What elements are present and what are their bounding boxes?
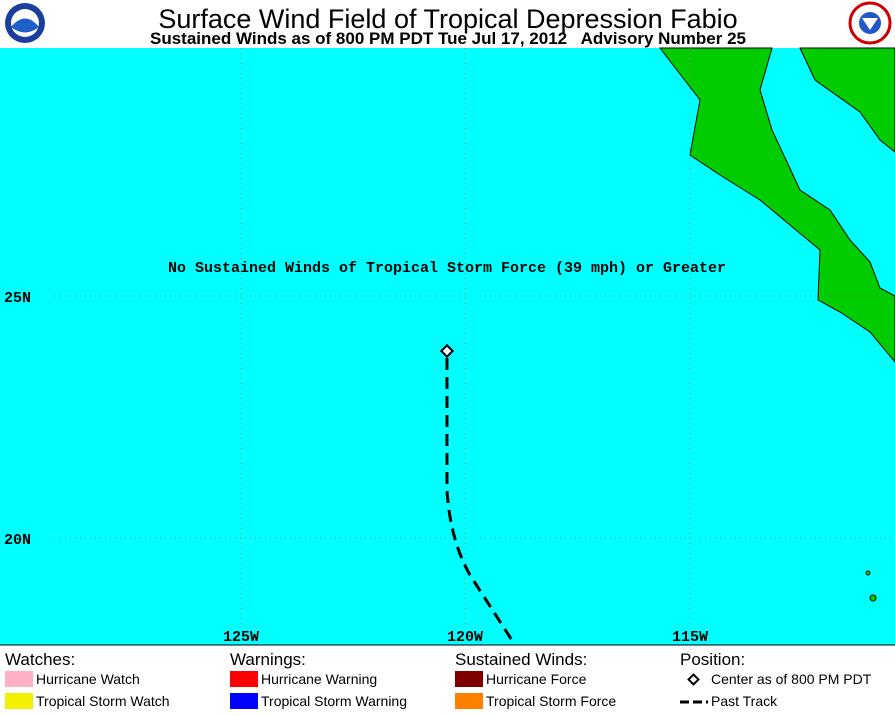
legend-heading: Position: <box>680 650 745 669</box>
legend-heading: Sustained Winds: <box>455 650 587 669</box>
swatch <box>5 671 33 687</box>
swatch <box>455 693 483 709</box>
lon-label: 125W <box>223 629 259 646</box>
legend-item: Tropical Storm Watch <box>36 693 170 709</box>
island <box>869 594 877 602</box>
noaa-logo <box>5 3 45 43</box>
baja-california <box>658 47 895 363</box>
legend-item: Hurricane Watch <box>36 671 140 687</box>
mainland-mexico <box>799 47 895 153</box>
legend-heading: Watches: <box>5 650 75 669</box>
title: Surface Wind Field of Tropical Depressio… <box>158 4 737 34</box>
nws-logo <box>848 1 892 45</box>
legend-item: Center as of 800 PM PDT <box>711 671 872 687</box>
swatch <box>230 671 258 687</box>
center-symbol <box>687 673 700 686</box>
legend-item: Hurricane Warning <box>261 671 377 687</box>
island <box>865 570 871 576</box>
past-track <box>445 358 517 646</box>
legend-item: Tropical Storm Force <box>486 693 616 709</box>
lon-label: 120W <box>447 629 483 646</box>
legend-item: Tropical Storm Warning <box>261 693 407 709</box>
lat-label: 20N <box>4 532 31 549</box>
no-winds-message: No Sustained Winds of Tropical Storm For… <box>168 260 726 277</box>
swatch <box>455 671 483 687</box>
swatch <box>230 693 258 709</box>
subtitle: Sustained Winds as of 800 PM PDT Tue Jul… <box>150 29 746 48</box>
lat-label: 25N <box>4 290 31 307</box>
storm-center <box>439 343 455 359</box>
swatch <box>5 693 33 709</box>
legend-item: Past Track <box>711 693 778 709</box>
legend-item: Hurricane Force <box>486 671 587 687</box>
lon-label: 115W <box>672 629 708 646</box>
graticule <box>55 48 895 625</box>
legend-heading: Warnings: <box>230 650 306 669</box>
